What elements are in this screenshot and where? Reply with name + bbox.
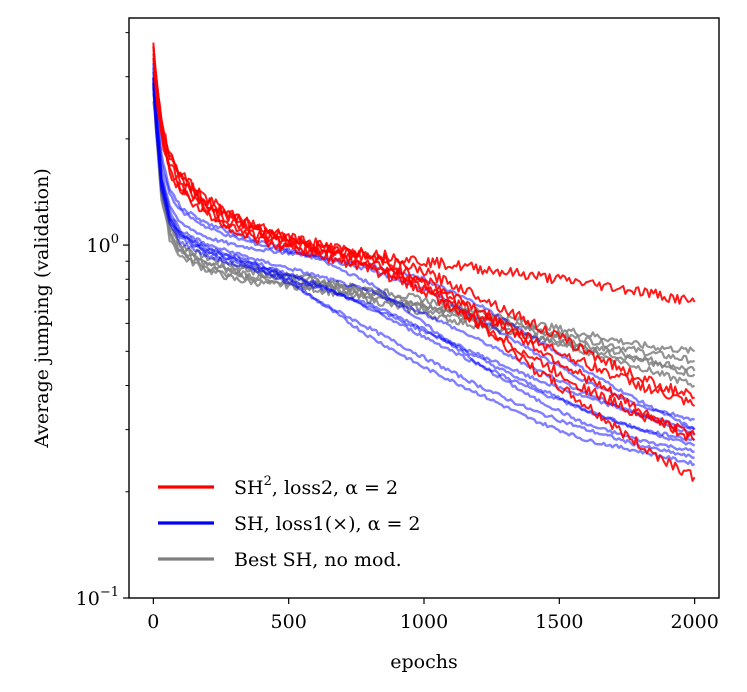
- y-axis-label: Average jumping (validation): [31, 168, 53, 449]
- y-tick-label: 10−1: [76, 585, 119, 610]
- series-line-red-19: [152, 57, 696, 438]
- series-line-red-17: [152, 57, 696, 407]
- series-layer: [152, 42, 696, 482]
- series-line-red-15: [152, 53, 696, 482]
- x-tick-label: 1500: [535, 611, 583, 633]
- series-line-red-16: [152, 46, 696, 442]
- legend-label: Best SH, no mod.: [234, 549, 402, 571]
- x-tick-label: 1000: [400, 611, 448, 633]
- series-line-blue-13: [152, 83, 696, 431]
- x-axis: 0 500 1000 1500 2000: [147, 598, 719, 633]
- series-line-red-18: [152, 42, 695, 400]
- legend-label: SH2, loss2, α = 2: [234, 474, 398, 499]
- series-line-blue-10: [152, 77, 696, 436]
- series-line-blue-8: [152, 67, 695, 453]
- x-tick-label: 500: [271, 611, 307, 633]
- series-line-blue-11: [152, 78, 696, 442]
- x-tick-label: 2000: [670, 611, 718, 633]
- y-axis: 10−1 100: [76, 32, 129, 610]
- y-tick-label: 100: [87, 232, 119, 257]
- x-tick-label: 0: [147, 611, 159, 633]
- legend: SH2, loss2, α = 2 SH, loss1(×), α = 2 Best…: [158, 474, 421, 571]
- series-line-gray-4: [152, 88, 696, 354]
- legend-label: SH, loss1(×), α = 2: [234, 513, 421, 535]
- x-axis-label: epochs: [390, 651, 457, 673]
- series-line-blue-7: [152, 82, 695, 459]
